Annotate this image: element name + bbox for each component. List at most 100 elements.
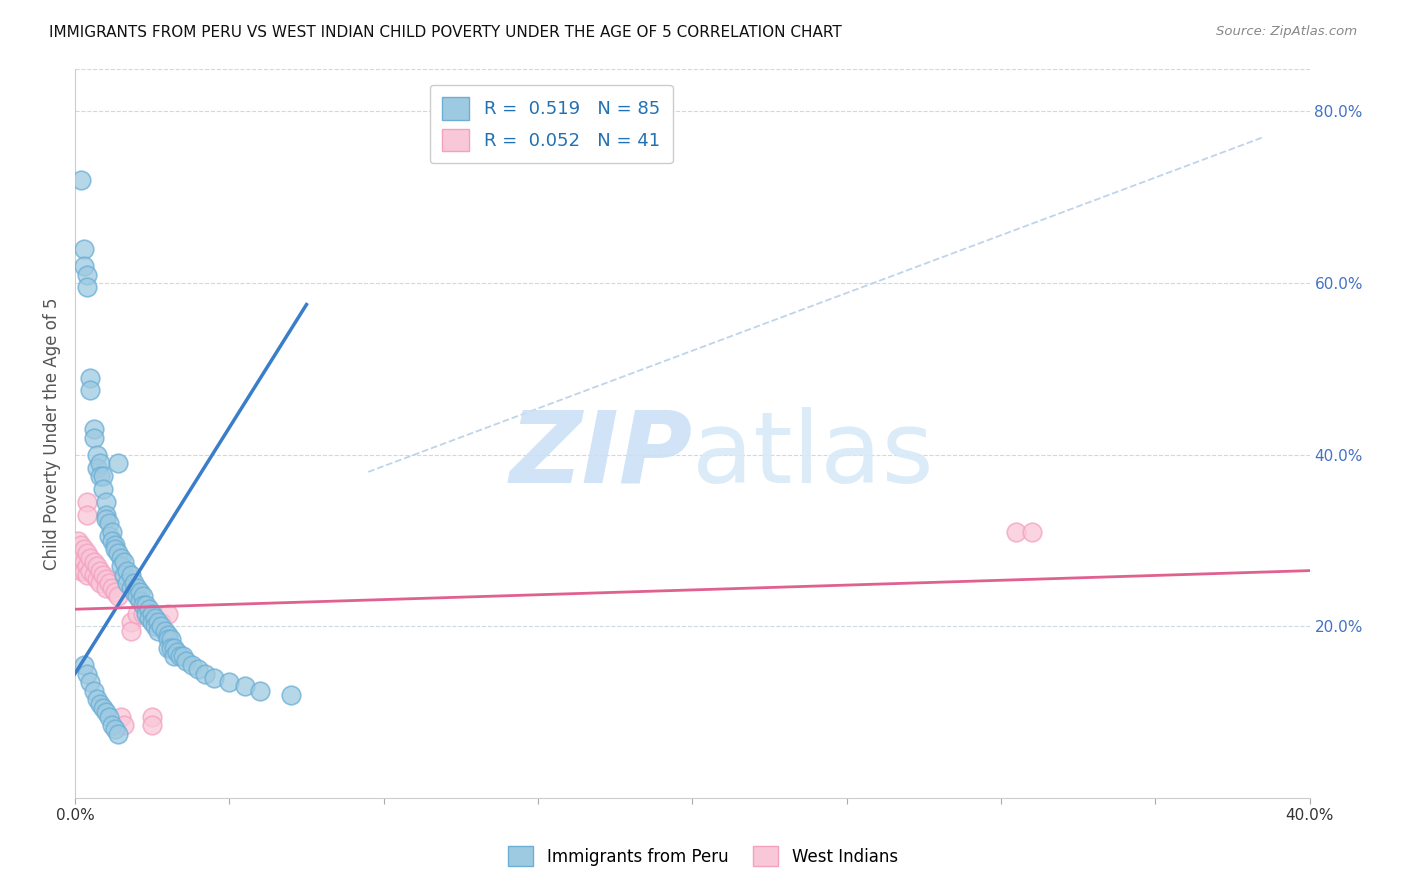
Point: [86, 448, 108, 462]
Point: [107, 456, 129, 470]
Text: ZIP: ZIP: [509, 407, 692, 504]
Point: [76, 268, 98, 282]
Point: [159, 632, 181, 647]
Point: [107, 590, 129, 604]
Point: [79, 384, 101, 398]
Point: [76, 508, 98, 522]
Point: [70, 564, 93, 578]
Point: [76, 666, 98, 681]
Point: [125, 590, 148, 604]
Point: [125, 607, 148, 621]
Point: [135, 598, 157, 612]
Point: [73, 555, 96, 569]
Point: [83, 683, 105, 698]
Point: [91, 701, 114, 715]
Point: [141, 718, 163, 732]
Point: [83, 568, 105, 582]
Point: [148, 615, 170, 629]
Text: IMMIGRANTS FROM PERU VS WEST INDIAN CHILD POVERTY UNDER THE AGE OF 5 CORRELATION: IMMIGRANTS FROM PERU VS WEST INDIAN CHIL…: [49, 25, 842, 40]
Point: [86, 559, 108, 574]
Point: [132, 607, 155, 621]
Point: [94, 581, 117, 595]
Point: [104, 723, 127, 737]
Point: [97, 709, 120, 723]
Point: [70, 538, 93, 552]
Point: [120, 581, 142, 595]
Point: [117, 564, 139, 578]
Point: [128, 585, 150, 599]
Point: [70, 550, 93, 565]
Point: [83, 555, 105, 569]
Point: [89, 456, 111, 470]
Point: [76, 280, 98, 294]
Point: [107, 727, 129, 741]
Text: atlas: atlas: [692, 407, 934, 504]
Point: [104, 585, 127, 599]
Point: [143, 619, 166, 633]
Point: [101, 581, 124, 595]
Point: [150, 619, 173, 633]
Point: [83, 422, 105, 436]
Point: [76, 559, 98, 574]
Point: [143, 611, 166, 625]
Point: [89, 697, 111, 711]
Point: [94, 495, 117, 509]
Point: [135, 607, 157, 621]
Point: [117, 576, 139, 591]
Point: [187, 662, 209, 676]
Point: [94, 705, 117, 719]
Point: [86, 460, 108, 475]
Point: [79, 370, 101, 384]
Point: [101, 718, 124, 732]
Point: [67, 533, 90, 548]
Point: [141, 607, 163, 621]
Point: [159, 640, 181, 655]
Point: [132, 590, 155, 604]
Point: [79, 675, 101, 690]
Point: [97, 529, 120, 543]
Point: [104, 538, 127, 552]
Point: [89, 576, 111, 591]
Point: [73, 259, 96, 273]
Point: [156, 640, 179, 655]
Point: [110, 709, 132, 723]
Point: [138, 611, 160, 625]
Point: [76, 495, 98, 509]
Point: [67, 546, 90, 560]
Point: [89, 469, 111, 483]
Point: [194, 666, 217, 681]
Point: [166, 645, 188, 659]
Point: [249, 683, 271, 698]
Point: [163, 640, 186, 655]
Point: [125, 581, 148, 595]
Point: [122, 585, 145, 599]
Legend: Immigrants from Peru, West Indians: Immigrants from Peru, West Indians: [501, 838, 905, 875]
Point: [120, 615, 142, 629]
Point: [101, 533, 124, 548]
Point: [153, 624, 176, 638]
Point: [174, 654, 197, 668]
Point: [91, 469, 114, 483]
Point: [89, 564, 111, 578]
Point: [156, 628, 179, 642]
Point: [138, 602, 160, 616]
Point: [181, 658, 204, 673]
Point: [79, 550, 101, 565]
Point: [94, 512, 117, 526]
Point: [156, 607, 179, 621]
Point: [101, 524, 124, 539]
Point: [218, 675, 240, 690]
Point: [141, 615, 163, 629]
Point: [94, 572, 117, 586]
Point: [128, 593, 150, 607]
Point: [97, 516, 120, 531]
Point: [73, 658, 96, 673]
Point: [122, 576, 145, 591]
Point: [73, 242, 96, 256]
Legend: R =  0.519   N = 85, R =  0.052   N = 41: R = 0.519 N = 85, R = 0.052 N = 41: [430, 85, 672, 163]
Point: [110, 559, 132, 574]
Point: [132, 598, 155, 612]
Point: [104, 542, 127, 557]
Point: [112, 718, 135, 732]
Point: [112, 568, 135, 582]
